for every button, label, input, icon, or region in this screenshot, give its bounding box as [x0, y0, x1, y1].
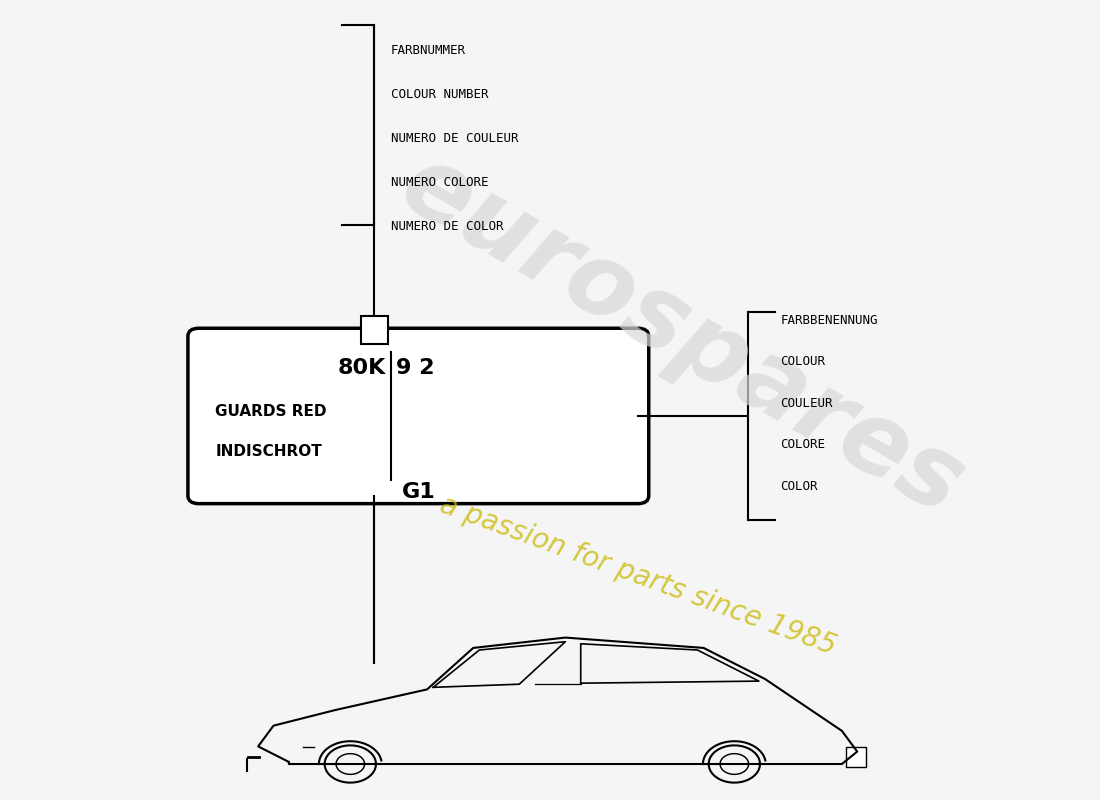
Text: 9 2: 9 2: [396, 358, 435, 378]
Text: NUMERO DE COULEUR: NUMERO DE COULEUR: [390, 132, 518, 145]
Text: COULEUR: COULEUR: [780, 397, 833, 410]
Text: NUMERO DE COLOR: NUMERO DE COLOR: [390, 220, 504, 233]
Bar: [846, 746, 866, 766]
Text: COLORE: COLORE: [780, 438, 825, 451]
Text: GUARDS RED: GUARDS RED: [216, 405, 327, 419]
Text: 80K: 80K: [338, 358, 385, 378]
Text: FARBNUMMER: FARBNUMMER: [390, 44, 466, 58]
FancyBboxPatch shape: [188, 328, 649, 504]
Text: COLOR: COLOR: [780, 480, 818, 493]
Text: NUMERO COLORE: NUMERO COLORE: [390, 176, 488, 189]
Text: FARBBENENNUNG: FARBBENENNUNG: [780, 314, 878, 326]
Text: eurospares: eurospares: [384, 136, 980, 536]
Text: G1: G1: [402, 482, 436, 502]
Text: INDISCHROT: INDISCHROT: [216, 444, 322, 459]
Text: COLOUR: COLOUR: [780, 355, 825, 368]
Text: a passion for parts since 1985: a passion for parts since 1985: [436, 490, 839, 660]
FancyBboxPatch shape: [361, 316, 388, 344]
Text: COLOUR NUMBER: COLOUR NUMBER: [390, 88, 488, 101]
